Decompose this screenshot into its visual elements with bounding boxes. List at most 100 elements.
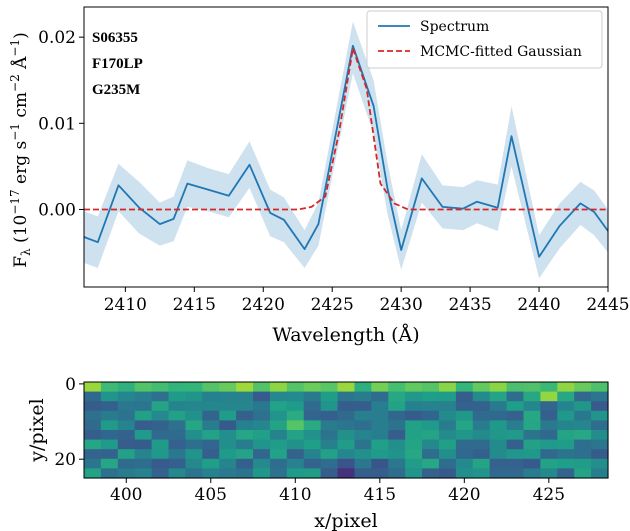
heatmap-cell — [269, 410, 288, 421]
heatmap-cell — [354, 420, 372, 431]
heatmap-cell — [269, 439, 288, 450]
heatmap-cell — [540, 401, 558, 412]
heatmap-cell — [117, 430, 136, 441]
heatmap-cell — [506, 382, 525, 393]
heatmap-cell — [506, 468, 525, 479]
heatmap-cell — [84, 391, 102, 402]
heatmap-cell — [253, 439, 271, 450]
heatmap-cell — [354, 391, 372, 402]
heatmap-cell — [151, 468, 170, 479]
heatmap-cell — [591, 430, 609, 441]
heatmap-cell — [472, 401, 491, 412]
heatmap-cell — [151, 430, 170, 441]
x-tick-label: 2420 — [242, 295, 285, 315]
heatmap-cell — [540, 439, 558, 450]
heatmap-cell — [574, 458, 592, 469]
heatmap-cell — [151, 410, 170, 421]
target-id-annotation: S06355 — [92, 30, 138, 46]
heatmap-cell — [84, 410, 102, 421]
heatmap-cell — [506, 420, 525, 431]
heatmap-cell — [489, 420, 508, 431]
heatmap-cell — [388, 430, 406, 441]
heatmap-cell — [202, 430, 220, 441]
heatmap-cell — [303, 449, 322, 460]
heatmap-cell — [557, 382, 575, 393]
heatmap-cell — [506, 449, 525, 460]
heatmap-cell — [472, 439, 491, 450]
heatmap-cell — [303, 430, 322, 441]
heatmap-cell — [354, 430, 372, 441]
heatmap-cell — [388, 439, 406, 450]
y-tick-label: 0.01 — [38, 114, 76, 134]
heatmap-cell — [219, 420, 237, 431]
heatmap-cell — [269, 458, 288, 469]
heatmap-cell — [185, 391, 203, 402]
heatmap-cell — [371, 420, 389, 431]
image-x-ticks: 400 405 410 415 420 425 — [110, 478, 565, 505]
heatmap-cell — [455, 391, 474, 402]
heatmap-cell — [574, 391, 592, 402]
heatmap-cell — [371, 382, 389, 393]
heatmap-cell — [286, 391, 305, 402]
heatmap-cell — [303, 382, 322, 393]
heatmap-cell — [557, 420, 575, 431]
heatmap-cell — [320, 430, 339, 441]
heatmap-cell — [236, 430, 254, 441]
heatmap-cell — [455, 439, 474, 450]
heatmap-cell — [303, 401, 322, 412]
heatmap-cell — [337, 420, 356, 431]
heatmap-cell — [405, 420, 423, 431]
heatmap-cell — [354, 458, 372, 469]
heatmap-cell — [320, 449, 339, 460]
heatmap-cell — [455, 420, 474, 431]
heatmap-cell — [202, 449, 220, 460]
heatmap-cell — [151, 449, 170, 460]
x-tick-label: 2435 — [448, 295, 491, 315]
heatmap-cell — [371, 410, 389, 421]
heatmap-cell — [489, 430, 508, 441]
heatmap-cell — [286, 382, 305, 393]
heatmap-cell — [269, 468, 288, 479]
heatmap-cell — [591, 410, 609, 421]
heatmap-cell — [540, 458, 558, 469]
heatmap-cell — [506, 410, 525, 421]
heatmap-cell — [591, 449, 609, 460]
heatmap-cell — [253, 382, 271, 393]
x-tick-label: 405 — [195, 485, 227, 505]
heatmap-cell — [540, 449, 558, 460]
heatmap-cell — [320, 439, 339, 450]
heatmap-cell — [134, 439, 153, 450]
heatmap-cell — [286, 458, 305, 469]
heatmap-cell — [591, 420, 609, 431]
heatmap-cell — [320, 420, 339, 431]
heatmap-cell — [100, 420, 119, 431]
heatmap-cell — [472, 458, 491, 469]
heatmap-cell — [405, 382, 423, 393]
heatmap-cell — [489, 468, 508, 479]
heatmap-cell — [354, 382, 372, 393]
heatmap-cell — [185, 420, 203, 431]
heatmap-cell — [117, 382, 136, 393]
heatmap-cell — [253, 391, 271, 402]
heatmap-cell — [422, 458, 440, 469]
heatmap-cell — [202, 410, 220, 421]
heatmap-cell — [84, 468, 102, 479]
heatmap-cell — [422, 420, 440, 431]
grating-annotation: G235M — [92, 82, 140, 98]
heatmap-cell — [455, 458, 474, 469]
heatmap-cell — [185, 430, 203, 441]
heatmap-cell — [574, 439, 592, 450]
heatmap-cell — [185, 410, 203, 421]
heatmap-cell — [337, 468, 356, 479]
legend: Spectrum MCMC-fitted Gaussian — [366, 10, 603, 69]
heatmap-cell — [405, 430, 423, 441]
heatmap-cell — [438, 468, 457, 479]
heatmap-cell — [84, 420, 102, 431]
heatmap-cell — [151, 391, 170, 402]
heatmap-cell — [134, 382, 153, 393]
x-tick-label: 2425 — [311, 295, 354, 315]
heatmap-cell — [320, 410, 339, 421]
heatmap-cell — [455, 382, 474, 393]
heatmap-cell — [117, 439, 136, 450]
heatmap-cell — [506, 458, 525, 469]
